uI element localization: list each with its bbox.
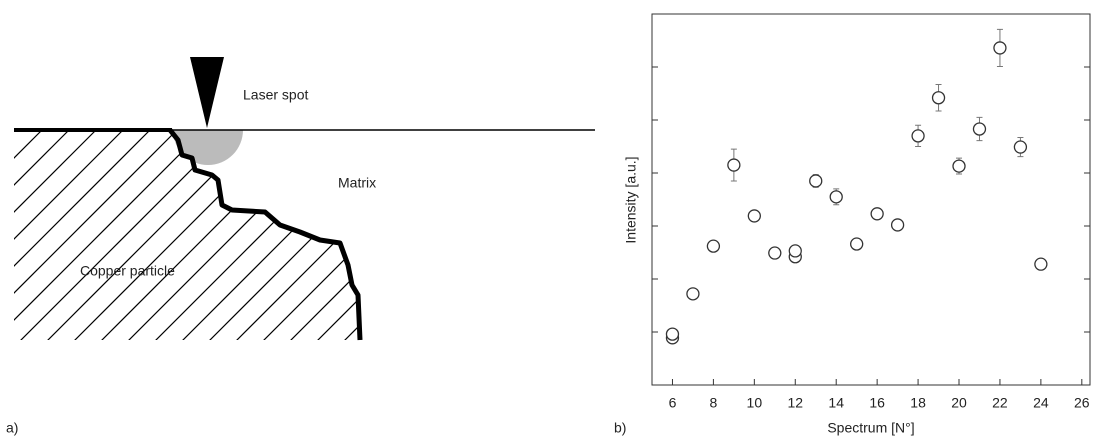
data-point xyxy=(1034,257,1048,271)
hatch-line xyxy=(14,130,70,340)
data-point xyxy=(952,159,966,173)
laser-label: Laser spot xyxy=(243,87,308,103)
hatch-line xyxy=(367,130,582,345)
panel-label: b) xyxy=(614,420,626,436)
data-point xyxy=(870,207,884,221)
particle-label: Copper particle xyxy=(80,263,175,279)
x-tick-label: 26 xyxy=(1074,395,1090,411)
data-point xyxy=(706,239,721,253)
data-point xyxy=(890,218,905,232)
x-tick-label: 20 xyxy=(951,395,967,411)
data-point xyxy=(972,122,987,136)
laser-spot-area xyxy=(173,130,243,165)
laser-arrow xyxy=(190,57,224,128)
hatch-line xyxy=(123,130,340,340)
x-tick-label: 6 xyxy=(669,395,677,411)
hatch-line xyxy=(339,130,360,340)
hatch-line xyxy=(14,130,16,340)
x-tick-label: 10 xyxy=(747,395,763,411)
particle-boundary xyxy=(168,128,363,341)
y-axis-label: Intensity [a.u.] xyxy=(623,156,639,243)
x-tick-label: 22 xyxy=(992,395,1008,411)
hatch-line xyxy=(14,130,124,340)
matrix-label: Matrix xyxy=(338,175,376,191)
hatch-line xyxy=(231,130,360,340)
x-tick-label: 24 xyxy=(1033,395,1049,411)
data-point xyxy=(788,244,802,258)
x-tick-label: 16 xyxy=(869,395,885,411)
data-point xyxy=(665,327,680,341)
data-point xyxy=(747,209,761,223)
x-tick-label: 14 xyxy=(828,395,844,411)
hatch-line xyxy=(312,130,360,340)
hatch-line xyxy=(394,130,609,345)
hatch-line xyxy=(14,130,151,340)
x-tick-label: 8 xyxy=(710,395,718,411)
data-point xyxy=(1013,140,1028,154)
hatch-line xyxy=(42,130,259,340)
data-point xyxy=(931,91,946,105)
data-point xyxy=(686,287,700,301)
data-point xyxy=(768,246,782,260)
hatch-line xyxy=(14,130,205,340)
data-point xyxy=(809,174,823,188)
x-axis-label: Spectrum [N°] xyxy=(827,420,914,436)
hatch-line xyxy=(14,130,178,340)
x-tick-label: 18 xyxy=(910,395,926,411)
data-point xyxy=(727,158,741,172)
hatch-line xyxy=(285,130,360,340)
x-tick-label: 12 xyxy=(787,395,803,411)
panel-label: a) xyxy=(6,420,18,436)
hatch-line xyxy=(69,130,286,340)
data-point xyxy=(850,237,864,251)
plot-frame xyxy=(651,13,1091,386)
hatch-line xyxy=(14,130,97,340)
hatch-line xyxy=(150,130,360,340)
hatch-line xyxy=(258,130,360,340)
data-point xyxy=(911,129,925,143)
data-point xyxy=(993,41,1007,55)
hatching xyxy=(14,130,609,345)
data-point xyxy=(829,190,843,204)
